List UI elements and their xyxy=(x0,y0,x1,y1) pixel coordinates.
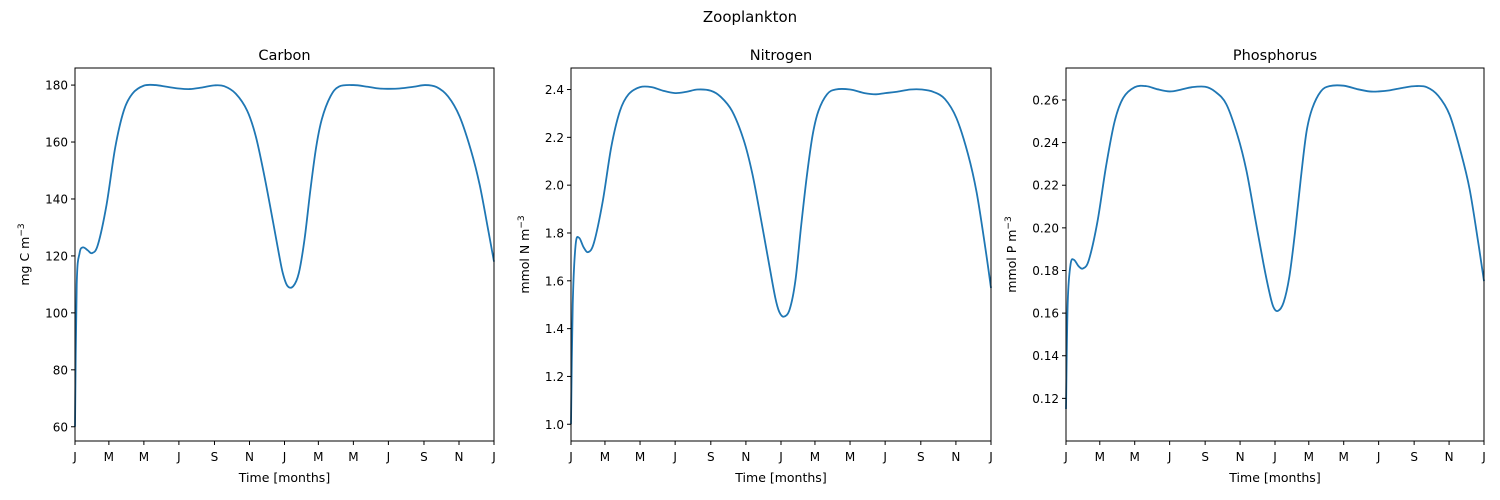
x-tick-label: M xyxy=(104,450,114,464)
panel-nitrogen: Nitrogen J M M J S N J M M J S N J 1.0 1.2 1.4 1.6 1.8 2.0… xyxy=(517,48,993,485)
x-tick-label: J xyxy=(282,450,287,464)
y-tick-label: 1.6 xyxy=(545,274,564,288)
x-tick-label: J xyxy=(882,450,887,464)
y-tick-label: 2.4 xyxy=(545,83,564,97)
y-axis-label: mmol N m−3 xyxy=(517,215,532,293)
x-tick-label: S xyxy=(707,450,715,464)
x-tick-label: J xyxy=(568,450,573,464)
x-tick-label: N xyxy=(454,450,463,464)
x-tick-label: J xyxy=(176,450,181,464)
y-axis-label-text: mmol N m xyxy=(517,229,532,294)
x-axis-label: Time [months] xyxy=(1228,470,1320,485)
panel-title: Nitrogen xyxy=(750,48,812,64)
x-tick-label: M xyxy=(1130,450,1140,464)
y-tick-label: 0.12 xyxy=(1032,392,1059,406)
x-tick-label: J xyxy=(1481,450,1486,464)
x-tick-label: S xyxy=(420,450,428,464)
x-tick-label: N xyxy=(1236,450,1245,464)
x-tick-label: S xyxy=(1201,450,1209,464)
x-axis-label: Time [months] xyxy=(734,470,826,485)
y-tick-label: 0.16 xyxy=(1032,307,1059,321)
series-line xyxy=(570,85,992,425)
panel-title: Carbon xyxy=(258,48,310,64)
y-tick-label: 1.8 xyxy=(545,226,564,240)
y-tick-label: 100 xyxy=(45,306,68,320)
x-tick-label: M xyxy=(845,450,855,464)
axes-frame xyxy=(570,67,992,442)
y-tick-label: 1.2 xyxy=(545,370,564,384)
x-tick-label: M xyxy=(810,450,820,464)
x-tick-label: M xyxy=(348,450,358,464)
y-tick-label: 0.20 xyxy=(1032,221,1059,235)
y-tick-label: 1.0 xyxy=(545,418,564,432)
x-tick-label: N xyxy=(245,450,254,464)
x-axis-label: Time [months] xyxy=(238,470,330,485)
x-tick-label: S xyxy=(211,450,219,464)
y-tick-label: 0.24 xyxy=(1032,136,1059,150)
panel-title: Phosphorus xyxy=(1233,48,1317,64)
x-tick-label: J xyxy=(491,450,496,464)
y-tick-label: 140 xyxy=(45,192,68,206)
x-tick-label: M xyxy=(600,450,610,464)
x-tick-label: S xyxy=(1410,450,1418,464)
y-tick-label: 120 xyxy=(45,249,68,263)
panel-phosphorus: Phosphorus J M M J S N J M M J S N J 0.12 0.14 0.16 0.18… xyxy=(1004,48,1486,485)
x-tick-label: J xyxy=(72,450,77,464)
axes-frame xyxy=(74,67,495,442)
x-tick-label: M xyxy=(1095,450,1105,464)
x-tick-label: M xyxy=(313,450,323,464)
x-tick-label: N xyxy=(741,450,750,464)
series-line xyxy=(1065,84,1485,410)
y-axis-label-exponent: −3 xyxy=(17,223,27,236)
y-tick-label: 160 xyxy=(45,136,68,150)
x-tick-label: M xyxy=(1339,450,1349,464)
y-tick-label: 2.2 xyxy=(545,131,564,145)
y-axis-label-text: mmol P m xyxy=(1004,230,1019,293)
x-tick-label: M xyxy=(635,450,645,464)
y-tick-label: 0.18 xyxy=(1032,264,1059,278)
y-axis-label-exponent: −3 xyxy=(517,215,527,228)
x-tick-label: J xyxy=(1167,450,1172,464)
x-tick-label: S xyxy=(917,450,925,464)
y-tick-label: 0.14 xyxy=(1032,349,1059,363)
y-tick-label: 60 xyxy=(53,420,68,434)
y-tick-label: 2.0 xyxy=(545,179,564,193)
y-axis-label: mg C m−3 xyxy=(17,223,32,285)
figure-suptitle: Zooplankton xyxy=(703,8,797,26)
y-tick-label: 80 xyxy=(53,363,68,377)
series-line xyxy=(74,83,495,427)
axes-frame xyxy=(1065,67,1485,442)
x-tick-label: J xyxy=(386,450,391,464)
y-tick-label: 180 xyxy=(45,79,68,93)
x-tick-label: N xyxy=(1445,450,1454,464)
x-tick-label: M xyxy=(1304,450,1314,464)
y-tick-label: 0.22 xyxy=(1032,179,1059,193)
x-tick-label: J xyxy=(1272,450,1277,464)
y-tick-label: 1.4 xyxy=(545,322,564,336)
y-axis-label-text: mg C m xyxy=(17,237,32,286)
x-tick-label: J xyxy=(1376,450,1381,464)
x-tick-label: N xyxy=(951,450,960,464)
x-tick-label: M xyxy=(139,450,149,464)
panel-carbon: Carbon J M M J S N J M M J S N J 60 80 100 120 140 160 180 T… xyxy=(17,48,496,485)
x-tick-label: J xyxy=(988,450,993,464)
x-tick-label: J xyxy=(1063,450,1068,464)
x-tick-label: J xyxy=(672,450,677,464)
y-axis-label: mmol P m−3 xyxy=(1004,216,1019,292)
x-tick-label: J xyxy=(778,450,783,464)
y-tick-label: 0.26 xyxy=(1032,93,1059,107)
y-axis-label-exponent: −3 xyxy=(1004,216,1014,229)
